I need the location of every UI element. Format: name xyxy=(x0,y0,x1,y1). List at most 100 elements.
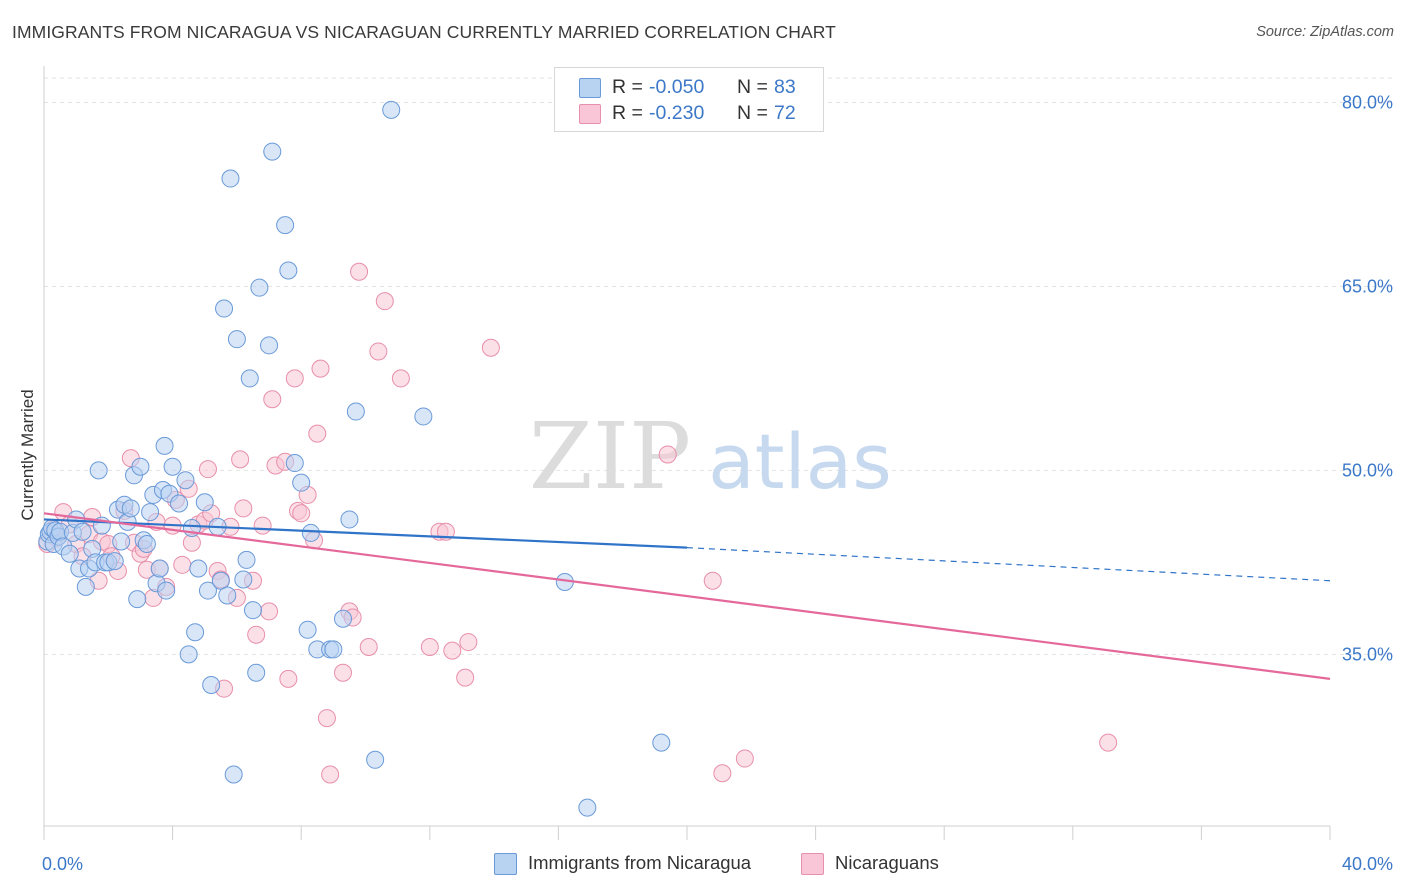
data-point-nicaraguans xyxy=(311,359,330,378)
data-point-immigrants xyxy=(128,590,147,609)
data-point-immigrants xyxy=(195,493,214,512)
data-point-immigrants xyxy=(170,494,189,513)
data-point-nicaraguans xyxy=(481,338,500,357)
series-immigrants-from-nicaragua xyxy=(38,100,671,817)
data-point-nicaraguans xyxy=(173,555,192,574)
trend-line-immigrants-projection xyxy=(686,547,1331,582)
x-tick-label: 0.0% xyxy=(42,854,83,874)
data-point-nicaraguans xyxy=(369,342,388,361)
axis-labels: 35.0% 50.0% 65.0% 80.0% 0.0% 40.0% Currently M… xyxy=(18,93,1393,874)
data-point-nicaraguans xyxy=(263,390,282,409)
series-nicaraguans xyxy=(38,262,1118,784)
data-point-nicaraguans xyxy=(285,369,304,388)
data-point-nicaraguans xyxy=(279,669,298,688)
y-tick-label: 65.0% xyxy=(1342,276,1393,296)
data-point-nicaraguans xyxy=(333,663,352,682)
y-tick-label: 35.0% xyxy=(1342,644,1393,664)
x-tick-label: 40.0% xyxy=(1342,854,1393,874)
data-point-immigrants xyxy=(247,663,266,682)
data-point-immigrants xyxy=(263,142,282,161)
data-point-nicaraguans xyxy=(703,571,722,590)
data-point-nicaraguans xyxy=(443,641,462,660)
data-point-immigrants xyxy=(157,581,176,600)
data-point-immigrants xyxy=(121,499,140,518)
data-point-immigrants xyxy=(298,620,317,639)
bottom-legend-swatch-blue xyxy=(494,853,517,875)
legend-n-label: N = xyxy=(737,76,768,98)
data-point-immigrants xyxy=(333,609,352,628)
data-point-nicaraguans xyxy=(253,516,272,535)
data-point-immigrants xyxy=(189,559,208,578)
bottom-legend-swatch-pink xyxy=(801,853,824,875)
data-point-immigrants xyxy=(137,534,156,553)
data-point-immigrants xyxy=(112,532,131,551)
watermark-atlas: atlas xyxy=(708,417,892,506)
data-point-immigrants xyxy=(89,461,108,480)
data-point-nicaraguans xyxy=(375,292,394,311)
data-point-immigrants xyxy=(186,623,205,642)
data-point-immigrants xyxy=(237,550,256,569)
data-point-immigrants xyxy=(279,261,298,280)
data-point-nicaraguans xyxy=(231,450,250,469)
data-point-nicaraguans xyxy=(713,764,732,783)
legend-r-value: -0.230 xyxy=(649,102,705,124)
data-point-immigrants xyxy=(234,570,253,589)
data-point-nicaraguans xyxy=(735,749,754,768)
data-point-nicaraguans xyxy=(391,369,410,388)
y-axis-label: Currently Married xyxy=(18,389,37,520)
data-point-nicaraguans xyxy=(317,709,336,728)
data-point-nicaraguans xyxy=(420,637,439,656)
legend-r-label: R = xyxy=(612,102,643,124)
y-tick-label: 50.0% xyxy=(1342,460,1393,480)
legend-n-label: N = xyxy=(737,102,768,124)
data-point-immigrants xyxy=(73,522,92,541)
data-point-immigrants xyxy=(105,552,124,571)
data-point-immigrants xyxy=(240,369,259,388)
data-point-immigrants xyxy=(382,100,401,119)
data-point-immigrants xyxy=(301,523,320,542)
data-point-immigrants xyxy=(131,457,150,476)
data-point-immigrants xyxy=(150,559,169,578)
trend-line-immigrants xyxy=(43,518,688,549)
source-label: Source: ZipAtlas.com xyxy=(1256,24,1394,40)
y-tick-label: 80.0% xyxy=(1342,93,1393,113)
legend-n-value: 72 xyxy=(774,102,796,124)
data-point-nicaraguans xyxy=(1099,733,1118,752)
trend-lines xyxy=(43,512,1331,680)
data-point-immigrants xyxy=(227,330,246,349)
data-point-immigrants xyxy=(179,645,198,664)
data-point-immigrants xyxy=(652,733,671,752)
data-point-immigrants xyxy=(324,640,343,659)
data-point-nicaraguans xyxy=(234,499,253,518)
data-point-immigrants xyxy=(260,336,279,355)
legend-swatch-blue xyxy=(579,78,601,98)
legend-n-value: 83 xyxy=(774,76,796,98)
data-point-immigrants xyxy=(218,586,237,605)
data-point-immigrants xyxy=(198,581,217,600)
data-point-nicaraguans xyxy=(321,765,340,784)
chart-title: IMMIGRANTS FROM NICARAGUA VS NICARAGUAN … xyxy=(12,22,836,42)
trend-line-nicaraguans xyxy=(43,512,1331,680)
data-point-nicaraguans xyxy=(350,262,369,281)
data-point-immigrants xyxy=(60,544,79,563)
data-point-immigrants xyxy=(76,577,95,596)
data-point-immigrants xyxy=(202,675,221,694)
bottom-legend-label: Nicaraguans xyxy=(835,852,939,873)
data-point-immigrants xyxy=(340,510,359,529)
watermark: ZIP atlas xyxy=(529,403,892,510)
data-point-immigrants xyxy=(221,169,240,188)
data-point-immigrants xyxy=(176,471,195,490)
data-point-nicaraguans xyxy=(359,637,378,656)
data-point-immigrants xyxy=(141,503,160,522)
data-point-nicaraguans xyxy=(658,445,677,464)
data-point-nicaraguans xyxy=(198,460,217,479)
axes xyxy=(43,66,1331,840)
data-point-nicaraguans xyxy=(456,668,475,687)
legend-r-label: R = xyxy=(612,76,643,98)
stats-legend: R = -0.050 N = 83 R = -0.230 N = 72 xyxy=(554,67,824,132)
legend-r-value: -0.050 xyxy=(649,76,705,98)
bottom-legend-label: Immigrants from Nicaragua xyxy=(528,852,752,873)
data-point-immigrants xyxy=(250,278,269,297)
data-point-immigrants xyxy=(366,750,385,769)
